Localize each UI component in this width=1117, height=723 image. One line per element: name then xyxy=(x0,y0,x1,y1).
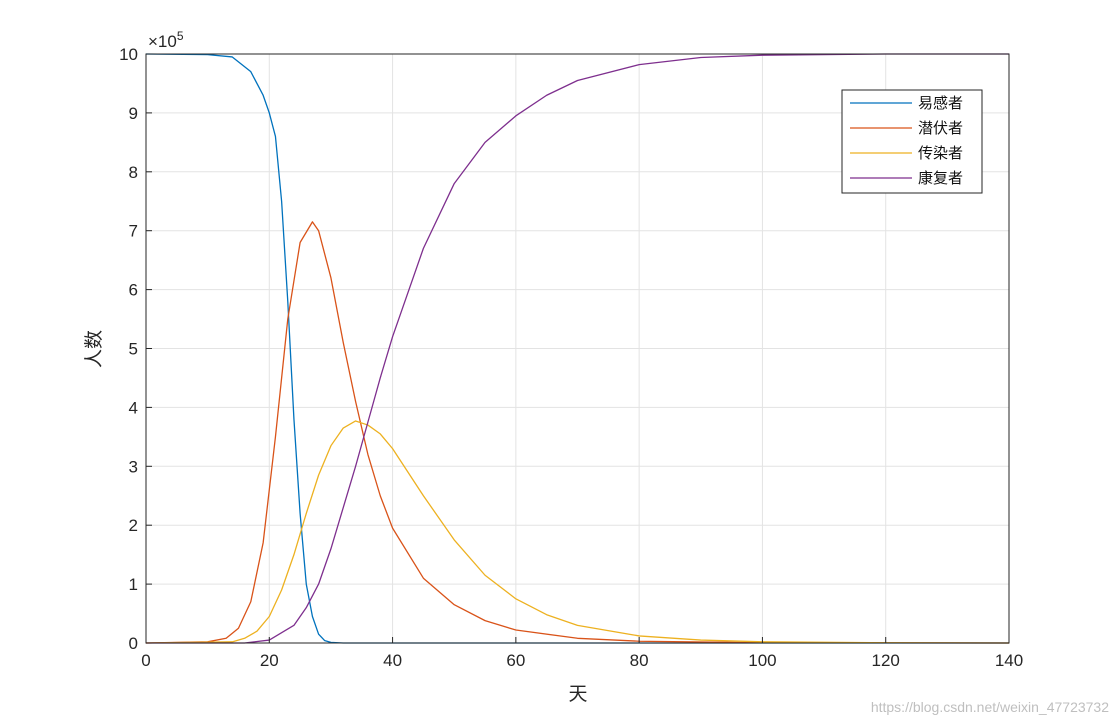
legend-box xyxy=(841,89,983,194)
x-tick-label: 140 xyxy=(995,651,1023,670)
grid-lines xyxy=(145,53,1010,644)
y-tick-label: 6 xyxy=(129,281,138,300)
y-tick-label: 3 xyxy=(129,457,138,476)
legend-label-0: 易感者 xyxy=(918,94,963,112)
legend-label-1: 潜伏者 xyxy=(918,119,963,137)
series-line-1 xyxy=(145,221,1010,644)
x-tick-label: 80 xyxy=(630,651,649,670)
x-tick-label: 40 xyxy=(383,651,402,670)
x-tick-label: 20 xyxy=(260,651,279,670)
series-layer xyxy=(145,53,1010,644)
x-axis: 0 20 40 60 80 100 120 140 xyxy=(141,637,1023,670)
y-tick-label: 9 xyxy=(129,104,138,123)
y-tick-label: 4 xyxy=(129,398,138,417)
y-tick-label: 8 xyxy=(129,163,138,182)
series-line-0 xyxy=(145,53,1009,644)
legend-label-3: 康复者 xyxy=(918,169,963,187)
x-tick-label: 100 xyxy=(748,651,776,670)
legend-label-2: 传染者 xyxy=(918,144,963,162)
y-tick-label: 10 xyxy=(119,45,138,64)
y-tick-label: 7 xyxy=(129,222,138,241)
y-tick-label: 2 xyxy=(129,516,138,535)
series-line-2 xyxy=(145,420,1010,644)
y-multiplier-base: ×10 xyxy=(148,32,177,51)
x-tick-label: 120 xyxy=(872,651,900,670)
y-tick-label: 1 xyxy=(129,575,138,594)
y-axis-multiplier: ×105 xyxy=(148,29,184,51)
series-line-3 xyxy=(146,53,1009,644)
y-axis: 0 1 2 3 4 5 6 7 8 9 10 xyxy=(119,45,152,653)
y-tick-label: 0 xyxy=(129,634,138,653)
x-axis-label: 天 xyxy=(568,683,587,705)
x-tick-label: 0 xyxy=(141,651,150,670)
x-tick-label: 60 xyxy=(506,651,525,670)
watermark: https://blog.csdn.net/weixin_47723732 xyxy=(870,699,1109,715)
y-axis-label: 人数 xyxy=(83,330,105,368)
y-tick-label: 5 xyxy=(129,340,138,359)
y-multiplier-exponent: 5 xyxy=(177,29,184,43)
